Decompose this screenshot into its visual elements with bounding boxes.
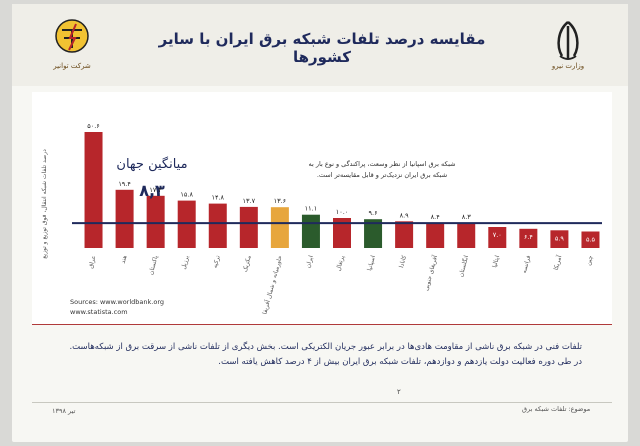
left-logo-caption: شرکت توانیر: [53, 62, 91, 70]
x-tick-label-5: آفریقای جنوبی: [421, 254, 439, 292]
spain-note-line2: شبکه برق ایران نزدیک‌تر و قابل مقایسه‌تر…: [317, 171, 447, 179]
value-label-0: ۵.۵: [586, 236, 596, 244]
value-label-6: ۸.۹: [400, 211, 410, 219]
sources-line2: www.statista.com: [70, 308, 128, 316]
footer-text: تلفات فنی در شبکه برق ناشی از مقاومت هاد…: [62, 340, 582, 370]
footer-topic: موضوع: تلفات شبکه برق: [522, 405, 591, 413]
value-label-7: ۹.۶: [369, 209, 378, 217]
world-average-label: میانگین جهان: [116, 156, 187, 172]
bar-2: [519, 228, 538, 248]
x-tick-label-13: برزیل: [180, 254, 190, 270]
value-label-11: ۱۳.۷: [243, 197, 256, 205]
ministry-emblem-icon: [557, 21, 579, 60]
bar-0: [581, 231, 600, 248]
bar-7: [364, 219, 383, 248]
value-label-12: ۱۴.۸: [211, 194, 224, 202]
value-label-10: ۱۳.۶: [274, 197, 287, 205]
slide: شرکت توانیر مقایسه درصد تلفات شبکه برق ا…: [12, 4, 628, 442]
footer-line1: تلفات فنی در شبکه برق ناشی از مقاومت هاد…: [69, 342, 582, 352]
value-label-14: ۱۷.۴: [149, 186, 162, 194]
bar-6: [395, 221, 414, 248]
bar-1: [550, 230, 569, 248]
footer-line2: در طی دوره فعالیت دولت یازدهم و دوازدهم،…: [218, 357, 582, 367]
value-label-1: ۵.۹: [555, 234, 565, 242]
value-label-16: ۵۰.۶: [87, 122, 100, 130]
x-tick-label-9: ایران: [305, 254, 315, 268]
x-tick-label-7: اسپانیا: [366, 254, 377, 271]
x-tick-label-11: مکزیک: [242, 255, 253, 273]
x-tick-label-10: خاورمیانه و شمال آفریقا: [259, 254, 283, 315]
value-label-5: ۸.۴: [431, 213, 441, 221]
bar-13: [177, 200, 196, 248]
header: شرکت توانیر مقایسه درصد تلفات شبکه برق ا…: [12, 4, 628, 86]
bar-5: [426, 222, 445, 248]
bar-11: [239, 206, 258, 248]
bar-chart: درصد تلفات شبکه انتقال، فوق توزیع و توزی…: [41, 122, 602, 316]
x-tick-label-16: عراق: [87, 255, 97, 270]
page-number: ۲: [397, 388, 401, 396]
bar-3: [488, 227, 507, 248]
spain-note-line1: شبکه برق اسپانیا از نظر وسعت، پراکندگی و…: [309, 160, 456, 168]
x-tick-label-2: فرانسه: [521, 255, 532, 274]
chart-area: درصد تلفات شبکه انتقال، فوق توزیع و توزی…: [32, 92, 612, 325]
y-axis-label: درصد تلفات شبکه انتقال، فوق توزیع و توزی…: [41, 149, 48, 259]
x-tick-label-0: چین: [585, 254, 594, 266]
x-tick-label-15: هند: [120, 255, 129, 265]
value-label-3: ۷.۰: [493, 231, 502, 239]
footer-date: تیر ۱۳۹۸: [52, 407, 76, 415]
value-label-9: ۱۱.۱: [305, 205, 318, 213]
footer-divider: [32, 402, 612, 403]
x-tick-label-14: پاکستان: [148, 254, 160, 275]
x-tick-label-8: پرتغال: [335, 254, 346, 271]
value-label-13: ۱۵.۸: [180, 191, 193, 199]
y-axis-label-group: درصد تلفات شبکه انتقال، فوق توزیع و توزی…: [41, 149, 48, 259]
right-logo-caption: وزارت نیرو: [551, 62, 585, 70]
bar-12: [208, 203, 227, 248]
tavanir-logo-icon: [55, 19, 89, 53]
x-tick-label-3: ایتالیا: [491, 254, 501, 268]
bar-9: [301, 214, 320, 248]
value-label-2: ۶.۴: [524, 233, 534, 241]
x-tick-label-12: ترکیه: [212, 254, 222, 269]
x-tick-label-6: کانادا: [398, 255, 408, 269]
x-tick-label-4: انگلستان: [457, 254, 471, 278]
bar-16: [84, 132, 103, 248]
bar-4: [457, 223, 476, 248]
sources-line1: Sources: www.worldbank.org: [70, 298, 164, 306]
bar-14: [146, 195, 165, 248]
bar-15: [115, 189, 134, 248]
world-average-value: ۸,۳: [139, 181, 165, 200]
value-label-15: ۱۹.۴: [118, 180, 131, 188]
bar-8: [333, 218, 351, 248]
bar-10: [270, 207, 289, 248]
value-label-4: ۸.۳: [462, 213, 472, 221]
value-label-8: ۱۰.۰: [336, 208, 349, 216]
x-tick-label-1: آمریکا: [551, 254, 564, 271]
page-title: مقایسه درصد تلفات شبکه برق ایران با سایر…: [158, 30, 486, 66]
